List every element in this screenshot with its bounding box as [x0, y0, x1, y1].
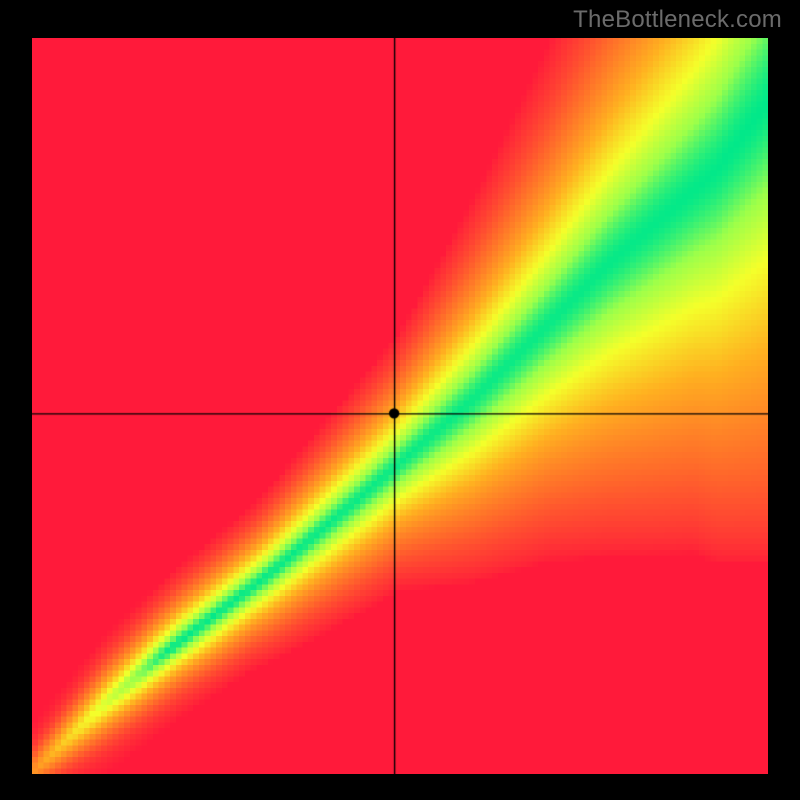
- overlay-canvas: [32, 38, 768, 774]
- watermark: TheBottleneck.com: [573, 6, 782, 34]
- stage: TheBottleneck.com: [0, 0, 800, 800]
